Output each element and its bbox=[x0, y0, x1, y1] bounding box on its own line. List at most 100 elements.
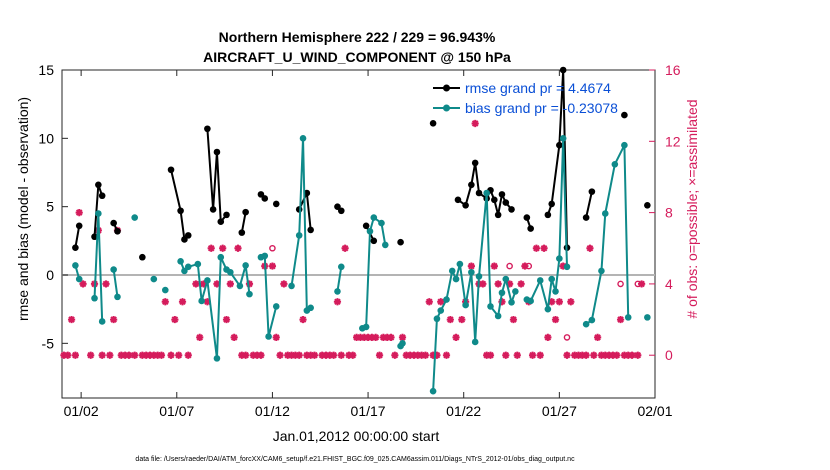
obs-assimilated-marker bbox=[79, 280, 87, 288]
obs-assimilated-marker bbox=[532, 244, 540, 252]
legend-bias-marker bbox=[443, 104, 450, 112]
x-tick-label: 01/27 bbox=[542, 403, 577, 419]
obs-assimilated-marker bbox=[594, 333, 602, 341]
obs-assimilated-marker bbox=[360, 333, 368, 341]
bias-point bbox=[184, 263, 192, 271]
bias-point bbox=[601, 210, 609, 217]
x-tick-label: 01/07 bbox=[159, 403, 194, 419]
obs-assimilated-marker bbox=[199, 280, 208, 288]
obs-assimilated-marker bbox=[238, 351, 246, 359]
bias-point bbox=[114, 293, 121, 301]
obs-assimilated-marker bbox=[613, 351, 621, 359]
obs-assimilated-marker bbox=[352, 333, 361, 341]
rmse-point bbox=[370, 237, 378, 245]
obs-assimilated-marker bbox=[234, 244, 242, 252]
bias-point bbox=[475, 273, 483, 280]
obs-assimilated-marker bbox=[634, 351, 642, 359]
rmse-point bbox=[139, 253, 146, 261]
legend-rmse-marker bbox=[443, 84, 450, 92]
bias-point bbox=[177, 258, 184, 265]
obs-assimilated-marker bbox=[364, 333, 372, 341]
bias-point bbox=[471, 338, 479, 346]
obs-assimilated-marker bbox=[406, 351, 414, 359]
rmse-point bbox=[582, 214, 590, 221]
obs-assimilated-marker bbox=[509, 315, 518, 324]
bias-point bbox=[556, 255, 563, 262]
obs-assimilated-marker bbox=[605, 351, 613, 359]
obs-assimilated-marker bbox=[226, 280, 234, 288]
obs-assimilated-marker bbox=[67, 315, 76, 324]
bias-point bbox=[131, 214, 138, 221]
obs-assimilated-marker bbox=[167, 351, 175, 359]
bias-point bbox=[399, 340, 406, 347]
bias-point bbox=[242, 262, 249, 269]
obs-assimilated-marker bbox=[295, 351, 303, 359]
bias-line-segment bbox=[336, 266, 343, 292]
bias-point bbox=[265, 333, 272, 340]
obs-assimilated-marker bbox=[528, 351, 537, 359]
bias-point bbox=[72, 262, 79, 269]
rmse-point bbox=[167, 166, 175, 174]
y-left-tick-label: 10 bbox=[38, 130, 54, 146]
obs-possible-marker bbox=[563, 334, 571, 341]
obs-assimilated-marker bbox=[609, 351, 617, 359]
bias-point bbox=[213, 355, 221, 362]
obs-assimilated-marker bbox=[219, 244, 227, 252]
rmse-point bbox=[559, 66, 567, 74]
bias-point bbox=[334, 288, 341, 295]
obs-assimilated-marker bbox=[303, 351, 311, 359]
obs-assimilated-marker bbox=[276, 351, 284, 359]
obs-assimilated-marker bbox=[249, 351, 257, 359]
bias-point bbox=[161, 286, 169, 294]
obs-assimilated-marker bbox=[253, 351, 261, 359]
rmse-point bbox=[397, 238, 404, 246]
obs-assimilated-marker bbox=[154, 351, 162, 359]
bias-point bbox=[483, 189, 490, 197]
bias-point bbox=[582, 320, 590, 328]
rmse-point bbox=[114, 227, 121, 235]
obs-assimilated-marker bbox=[337, 351, 345, 359]
plot-area: 01/02 01/07 01/12 01/17 01/22 01/27 02/01 -5 0 5… bbox=[38, 62, 680, 419]
obs-assimilated-marker bbox=[121, 351, 129, 359]
obs-assimilated-marker bbox=[544, 333, 552, 341]
bias-point bbox=[227, 268, 234, 276]
obs-assimilated-marker bbox=[479, 280, 487, 288]
x-tick-label: 01/17 bbox=[351, 403, 386, 419]
bias-point bbox=[307, 304, 314, 312]
bias-point bbox=[494, 312, 502, 320]
rmse-point bbox=[223, 211, 230, 219]
obs-assimilated-marker bbox=[387, 333, 395, 341]
obs-assimilated-marker bbox=[498, 298, 506, 306]
bias-point bbox=[611, 161, 619, 168]
obs-assimilated-marker bbox=[446, 315, 454, 324]
obs-assimilated-marker bbox=[196, 333, 204, 341]
obs-assimilated-marker bbox=[418, 351, 426, 359]
obs-assimilated-marker bbox=[138, 351, 146, 359]
rmse-point bbox=[91, 233, 98, 241]
y-left-tick-label: 5 bbox=[46, 199, 54, 215]
obs-assimilated-marker bbox=[372, 333, 380, 341]
rmse-line-segment bbox=[585, 191, 593, 218]
obs-assimilated-marker bbox=[494, 280, 502, 288]
bias-point bbox=[598, 267, 605, 275]
rmse-point bbox=[508, 206, 515, 213]
obs-assimilated-marker bbox=[326, 351, 334, 359]
obs-possible-marker bbox=[506, 262, 513, 270]
obs-assimilated-marker bbox=[638, 280, 646, 288]
bias-point bbox=[468, 268, 475, 276]
y-left-tick-label: 0 bbox=[46, 267, 54, 283]
x-tick-label: 01/22 bbox=[446, 403, 481, 419]
bias-point bbox=[443, 296, 450, 303]
chart-title-line2: AIRCRAFT_U_WIND_COMPONENT @ 150 hPa bbox=[203, 49, 511, 65]
obs-assimilated-marker bbox=[379, 333, 387, 341]
y-axis-right-label: # of obs: o=possible; ×=assimilated bbox=[684, 99, 700, 318]
obs-assimilated-marker bbox=[429, 351, 437, 359]
bias-point bbox=[437, 307, 445, 314]
rmse-point bbox=[177, 207, 184, 215]
bias-point bbox=[204, 277, 211, 284]
obs-assimilated-marker bbox=[398, 333, 407, 341]
rmse-point bbox=[95, 181, 102, 189]
obs-assimilated-marker bbox=[425, 298, 433, 306]
obs-assimilated-marker bbox=[142, 351, 150, 359]
